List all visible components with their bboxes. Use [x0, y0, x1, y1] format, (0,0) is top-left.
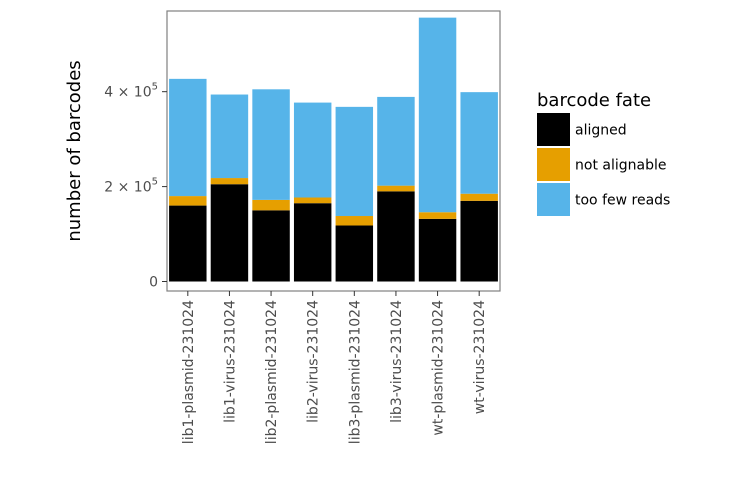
legend-label-not-alignable: not alignable: [575, 158, 666, 174]
x-tick-label: lib1-virus-231024: [222, 300, 238, 423]
x-tick-label: wt-plasmid-231024: [431, 300, 447, 436]
legend-label-aligned: aligned: [575, 123, 627, 139]
legend-key-aligned: [537, 113, 570, 146]
bar-not-alignable-4: [293, 197, 332, 204]
x-tick-label: lib2-plasmid-231024: [264, 300, 280, 444]
legend: barcode fate aligned not alignable too few…: [537, 90, 670, 216]
bar-too-few-reads-1: [169, 78, 207, 197]
bar-too-few-reads-4: [293, 102, 332, 198]
bar-not-alignable-6: [377, 185, 415, 192]
legend-title: barcode fate: [537, 90, 651, 111]
x-tick-label: lib2-virus-231024: [306, 300, 322, 423]
bar-too-few-reads-7: [418, 17, 457, 213]
y-axis: 0 2 × 105 4 × 105: [104, 82, 167, 291]
bar-aligned-2: [210, 184, 249, 282]
bar-not-alignable-3: [252, 199, 290, 211]
bar-too-few-reads-8: [460, 92, 498, 194]
bar-aligned-8: [460, 200, 498, 282]
panel-border: [166, 10, 501, 292]
bar-not-alignable-7: [418, 212, 457, 219]
bar-aligned-1: [169, 205, 207, 282]
bar-aligned-4: [293, 203, 332, 282]
bar-aligned-7: [418, 218, 457, 282]
bar-too-few-reads-2: [210, 94, 249, 179]
y-axis-title: number of barcodes: [64, 60, 85, 241]
y-tick-label: 2 × 105: [104, 177, 158, 196]
bar-not-alignable-2: [210, 178, 249, 185]
bars-group: [169, 17, 498, 282]
x-tick-label: lib3-virus-231024: [389, 300, 405, 423]
bar-too-few-reads-6: [377, 96, 415, 186]
x-tick-label: lib1-plasmid-231024: [181, 300, 197, 444]
legend-key-too-few-reads: [537, 183, 570, 216]
bar-not-alignable-1: [169, 196, 207, 206]
x-tick-label: wt-virus-231024: [472, 300, 488, 414]
x-tick-label: lib3-plasmid-231024: [347, 300, 363, 444]
bar-not-alignable-5: [335, 216, 374, 226]
bar-not-alignable-8: [460, 193, 498, 201]
y-tick-label: 4 × 105: [104, 82, 158, 101]
bar-aligned-6: [377, 191, 415, 282]
bar-too-few-reads-5: [335, 106, 374, 217]
legend-label-too-few-reads: too few reads: [575, 193, 670, 209]
bar-aligned-5: [335, 225, 374, 282]
bar-too-few-reads-3: [252, 89, 290, 200]
bar-aligned-3: [252, 210, 290, 282]
legend-key-not-alignable: [537, 148, 570, 181]
x-axis: lib1-plasmid-231024 lib1-virus-231024 lib2…: [181, 291, 488, 444]
y-tick-label: 0: [149, 275, 158, 291]
